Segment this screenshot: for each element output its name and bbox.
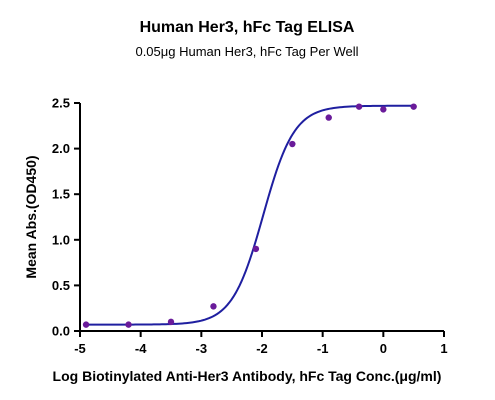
x-tick-label: -2 <box>256 341 268 356</box>
y-tick-label: 2.5 <box>52 96 70 111</box>
data-point <box>355 103 363 110</box>
y-axis-label: Mean Abs.(OD450) <box>23 155 39 278</box>
data-point <box>325 114 332 121</box>
data-point <box>210 303 217 310</box>
chart-subtitle: 0.05μg Human Her3, hFc Tag Per Well <box>135 44 358 59</box>
x-tick-label: 0 <box>380 341 387 356</box>
y-tick-label: 0.0 <box>52 324 70 339</box>
y-tick-label: 0.5 <box>52 278 70 293</box>
data-point <box>82 321 90 328</box>
x-tick-label: -5 <box>74 341 86 356</box>
data-point <box>410 103 417 110</box>
y-tick-label: 1.5 <box>52 187 70 202</box>
data-point <box>125 321 132 328</box>
data-point <box>167 318 175 326</box>
data-points <box>82 103 417 328</box>
fit-curve <box>86 104 414 326</box>
data-point <box>289 140 296 148</box>
x-tick-label: -3 <box>196 341 208 356</box>
x-tick-label: -1 <box>317 341 329 356</box>
y-ticks: 0.0 0.5 1.0 1.5 2.0 2.5 <box>52 96 80 339</box>
x-axis-label: Log Biotinylated Anti-Her3 Antibody, hFc… <box>53 368 442 384</box>
y-tick-label: 1.0 <box>52 232 70 247</box>
x-tick-label: -4 <box>135 341 147 356</box>
x-tick-label: 1 <box>440 341 447 356</box>
data-point <box>252 245 260 253</box>
x-ticks: -5 -4 -3 -2 -1 0 1 <box>74 331 448 356</box>
data-point <box>380 106 387 113</box>
chart-title: Human Her3, hFc Tag ELISA <box>140 19 355 36</box>
y-tick-label: 2.0 <box>52 141 70 156</box>
